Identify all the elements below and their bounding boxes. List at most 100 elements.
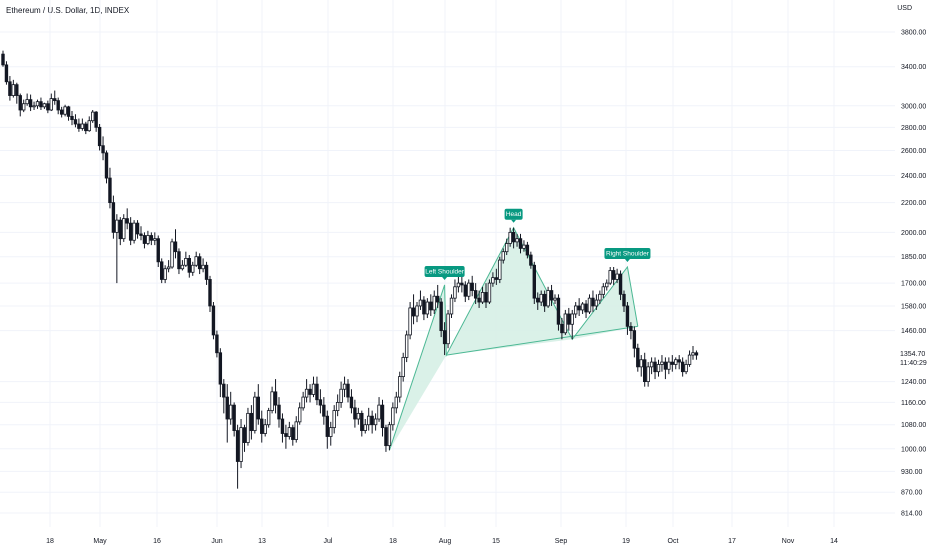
y-tick-label: 870.00	[901, 490, 923, 497]
candle-body	[66, 106, 71, 117]
y-tick-label: 1700.00	[901, 281, 926, 288]
candle-body	[370, 415, 374, 426]
candle-body	[415, 305, 419, 317]
candle-body	[508, 231, 512, 244]
candle-body	[135, 222, 140, 235]
candle	[163, 265, 167, 284]
candle	[649, 357, 654, 375]
candle	[366, 407, 371, 431]
candle	[435, 284, 440, 308]
candle	[567, 307, 571, 331]
candle	[235, 424, 240, 489]
candle	[308, 384, 312, 403]
candle-body	[21, 103, 26, 111]
candle-body	[260, 418, 264, 434]
candle-body	[201, 264, 205, 270]
candle-body	[270, 391, 274, 412]
candle-body	[373, 418, 378, 426]
candle-body	[35, 101, 40, 107]
candle-body	[384, 427, 388, 447]
candle-body	[691, 352, 695, 356]
candle-body	[194, 256, 198, 266]
candle	[639, 355, 643, 377]
candle	[484, 283, 488, 308]
candle-body	[363, 424, 367, 431]
candle	[25, 93, 29, 106]
candle	[128, 217, 133, 246]
candle-body	[42, 103, 47, 108]
candle	[356, 407, 361, 425]
candle-body	[28, 99, 33, 108]
candle-body	[615, 273, 619, 280]
candle-body	[542, 293, 547, 307]
y-tick-label: 1080.00	[901, 422, 926, 429]
candle-body	[467, 282, 471, 297]
candle-body	[104, 152, 109, 179]
candle	[201, 258, 205, 273]
y-tick-label: 2400.00	[901, 173, 926, 180]
candle-body	[222, 383, 226, 398]
candle-body	[339, 388, 343, 403]
candle-body	[332, 410, 336, 429]
candle-body	[387, 424, 392, 447]
candle-body	[680, 361, 685, 373]
candle	[346, 379, 350, 403]
candle-body	[118, 219, 122, 240]
label-pointer	[511, 219, 517, 223]
candle	[411, 294, 416, 325]
candle	[173, 229, 178, 259]
candle	[370, 410, 374, 434]
candle	[508, 227, 512, 247]
y-tick-label: 1240.00	[901, 379, 926, 386]
currency-label: USD	[897, 5, 912, 12]
candle-body	[435, 295, 440, 303]
candle-body	[156, 238, 160, 263]
candle	[1, 50, 5, 67]
x-tick-label: 17	[728, 538, 736, 545]
candle	[322, 397, 326, 425]
candle	[118, 217, 122, 246]
candle	[104, 150, 109, 184]
candle-body	[125, 218, 129, 224]
candle-body	[253, 396, 257, 431]
candle-body	[463, 284, 467, 297]
candle-body	[611, 270, 616, 280]
candle-body	[308, 388, 312, 395]
candle	[449, 294, 454, 319]
candle	[311, 376, 316, 398]
candle-body	[553, 297, 557, 301]
candle	[191, 261, 195, 276]
candle	[8, 76, 12, 101]
candle	[577, 298, 581, 316]
candle	[418, 290, 423, 310]
candle-body	[529, 254, 533, 266]
candle-body	[491, 277, 495, 284]
candle-body	[91, 111, 95, 122]
candle-body	[311, 383, 316, 395]
candle	[215, 330, 219, 358]
candle	[87, 116, 91, 132]
candle	[643, 352, 647, 387]
candle	[232, 402, 236, 437]
candle	[66, 105, 71, 121]
candle	[615, 268, 619, 284]
candle-body	[449, 297, 454, 315]
candle-body	[511, 231, 516, 243]
candle	[39, 97, 43, 110]
candle-body	[335, 402, 340, 412]
x-axis: 18 May 16 Jun 13 Jul 18 Aug 15 Sep 19 Oct 17 Nov 14	[46, 538, 838, 545]
candle	[342, 376, 347, 398]
candle	[208, 275, 212, 312]
candle	[332, 405, 336, 434]
candle-body	[460, 282, 464, 286]
candle-body	[25, 99, 29, 105]
y-tick-label: 1000.00	[901, 446, 926, 453]
candle	[570, 309, 574, 340]
candle	[284, 424, 288, 449]
candle	[594, 294, 599, 310]
label-box	[504, 208, 523, 220]
candle	[646, 362, 650, 387]
candle	[42, 102, 47, 109]
candle-body	[315, 383, 319, 401]
